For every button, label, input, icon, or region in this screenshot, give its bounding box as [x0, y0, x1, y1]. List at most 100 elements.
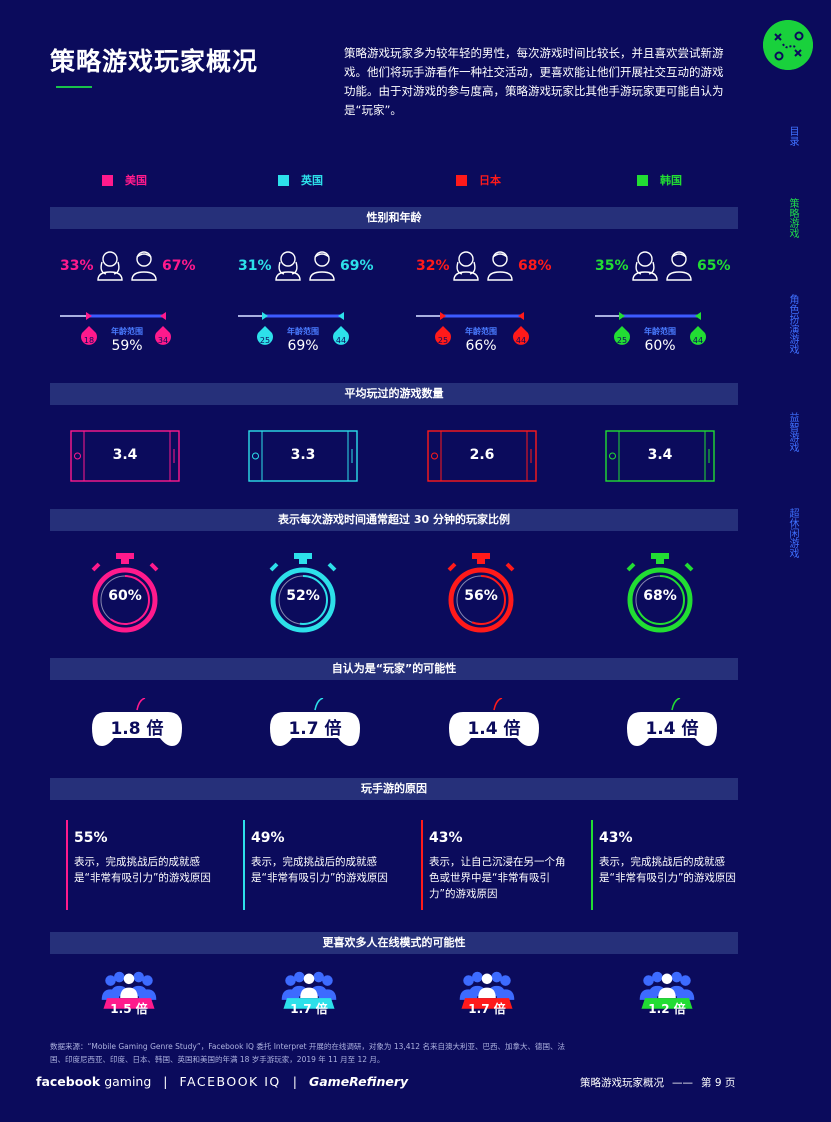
people-kr: 1.2 倍 — [634, 970, 700, 1018]
side-nav-toc[interactable]: 目录 — [787, 126, 798, 146]
multiplayer-likelihood: 1.7 倍 — [468, 1002, 506, 1016]
side-nav-strategy[interactable]: 策略游戏 — [787, 198, 798, 238]
min-age-badge — [81, 326, 97, 345]
age-range-label: 年龄范围 — [465, 327, 497, 336]
legend-uk: 英国 — [278, 172, 323, 188]
page-title: 策略游戏玩家概况 — [50, 47, 259, 76]
min-age: 25 — [259, 336, 271, 345]
session-percent: 60% — [108, 588, 142, 604]
people-us: 1.5 倍 — [96, 970, 162, 1018]
min-age: 18 — [83, 336, 95, 345]
games-played-value: 3.4 — [647, 447, 673, 463]
reason-percent: 43% — [429, 830, 463, 846]
gender-age-graphic — [60, 251, 171, 345]
female-icon — [632, 251, 658, 281]
age-range-percent: 66% — [465, 338, 497, 354]
page-footer: 策略游戏玩家概况 —— 第 9 页 — [580, 1075, 735, 1090]
people-group-icon — [459, 971, 515, 1009]
legend-label: 英国 — [301, 174, 323, 187]
min-age: 25 — [616, 336, 628, 345]
gender-age-jp: 32% 68% 25 44 年龄范围 66% — [416, 248, 556, 358]
gamepad-us: 1.8 倍 — [92, 697, 182, 762]
timer-us: 60% — [89, 548, 161, 648]
max-age-badge — [333, 326, 349, 345]
min-age: 25 — [437, 336, 449, 345]
range-start-marker — [262, 312, 268, 320]
multiplayer-likelihood: 1.7 倍 — [290, 1002, 328, 1016]
female-icon — [453, 251, 479, 281]
games-played-value: 2.6 — [469, 447, 495, 463]
legend-kr: 韩国 — [637, 172, 682, 188]
legend-jp: 日本 — [456, 172, 501, 188]
age-range-label: 年龄范围 — [287, 327, 319, 336]
session-percent: 68% — [643, 588, 677, 604]
phone-uk: 3.3 — [248, 430, 358, 486]
reason-text: 表示，让自己沉浸在另一个角色或世界中是“非常有吸引力”的游戏原因 — [429, 856, 566, 900]
min-age-badge — [435, 326, 451, 345]
reason-percent: 43% — [599, 830, 633, 846]
gamepad-kr: 1.4 倍 — [627, 697, 717, 762]
footer-dash: —— — [672, 1076, 693, 1089]
phone-jp: 2.6 — [427, 430, 537, 486]
min-age-badge — [257, 326, 273, 345]
range-end-marker — [338, 312, 344, 320]
range-start-marker — [619, 312, 625, 320]
female-icon — [97, 251, 123, 281]
gender-age-us: 33% 67% 18 34 年龄范围 59% — [60, 248, 200, 358]
legend-swatch — [456, 174, 467, 186]
side-nav-puzzle[interactable]: 益智游戏 — [787, 412, 798, 452]
gamepad-icon — [270, 697, 360, 746]
male-percent: 68% — [518, 258, 552, 274]
gender-age-graphic — [595, 251, 706, 345]
strategy-play-icon — [763, 20, 813, 70]
source-note: 数据来源：“Mobile Gaming Genre Study”，Faceboo… — [50, 1042, 565, 1064]
timer-jp: 56% — [445, 548, 517, 648]
people-group-icon — [639, 971, 695, 1009]
reason-text: 表示，完成挑战后的成就感是“非常有吸引力”的游戏原因 — [251, 856, 388, 884]
logo-separator: | — [163, 1074, 168, 1089]
section-header-games-played: 平均玩过的游戏数量 — [50, 383, 738, 405]
min-age-badge — [614, 326, 630, 345]
phone-icon — [427, 430, 537, 482]
female-icon — [275, 251, 301, 281]
gamepad-icon — [627, 697, 717, 746]
legend-swatch — [637, 174, 648, 186]
male-percent: 65% — [697, 258, 731, 274]
legend-label: 美国 — [125, 174, 147, 187]
side-nav-rpg[interactable]: 角色扮演游戏 — [787, 294, 798, 354]
female-percent: 33% — [60, 258, 94, 274]
stopwatch-fill — [278, 575, 328, 625]
stopwatch-icon — [269, 553, 337, 633]
footer-page-title: 策略游戏玩家概况 — [580, 1077, 664, 1089]
games-played-value: 3.3 — [290, 447, 316, 463]
reason-uk: 49% 表示，完成挑战后的成就感是“非常有吸引力”的游戏原因 — [243, 820, 403, 910]
phone-icon — [248, 430, 358, 482]
range-start-marker — [86, 312, 92, 320]
reason-text: 表示，完成挑战后的成就感是“非常有吸引力”的游戏原因 — [599, 856, 736, 884]
legend-swatch — [102, 174, 113, 186]
gender-age-uk: 31% 69% 25 44 年龄范围 69% — [238, 248, 378, 358]
people-group-icon — [101, 971, 157, 1009]
reason-us: 55% 表示，完成挑战后的成就感是“非常有吸引力”的游戏原因 — [66, 820, 226, 910]
max-age: 44 — [692, 336, 704, 345]
title-underline — [56, 86, 92, 88]
reason-bar — [66, 820, 68, 910]
stopwatch-fill — [635, 575, 685, 625]
stopwatch-fill — [456, 575, 506, 625]
multiplayer-likelihood: 1.2 倍 — [648, 1002, 686, 1016]
reason-bar — [591, 820, 593, 910]
timer-kr: 68% — [624, 548, 696, 648]
gender-age-kr: 35% 65% 25 44 年龄范围 60% — [595, 248, 735, 358]
intro-text: 策略游戏玩家多为较年轻的男性，每次游戏时间比较长，并且喜欢尝试新游戏。他们将玩手… — [344, 46, 724, 117]
timer-uk: 52% — [267, 548, 339, 648]
people-jp: 1.7 倍 — [454, 970, 520, 1018]
side-nav-hypercasual[interactable]: 超休闲游戏 — [787, 508, 798, 558]
reason-kr: 43% 表示，完成挑战后的成就感是“非常有吸引力”的游戏原因 — [591, 820, 751, 910]
range-end-marker — [518, 312, 524, 320]
legend-label: 韩国 — [660, 174, 682, 187]
male-percent: 67% — [162, 258, 196, 274]
age-range-percent: 69% — [287, 338, 319, 354]
people-group-icon — [281, 971, 337, 1009]
max-age: 44 — [515, 336, 527, 345]
facebook-iq-logo: FACEBOOK IQ — [179, 1074, 281, 1089]
